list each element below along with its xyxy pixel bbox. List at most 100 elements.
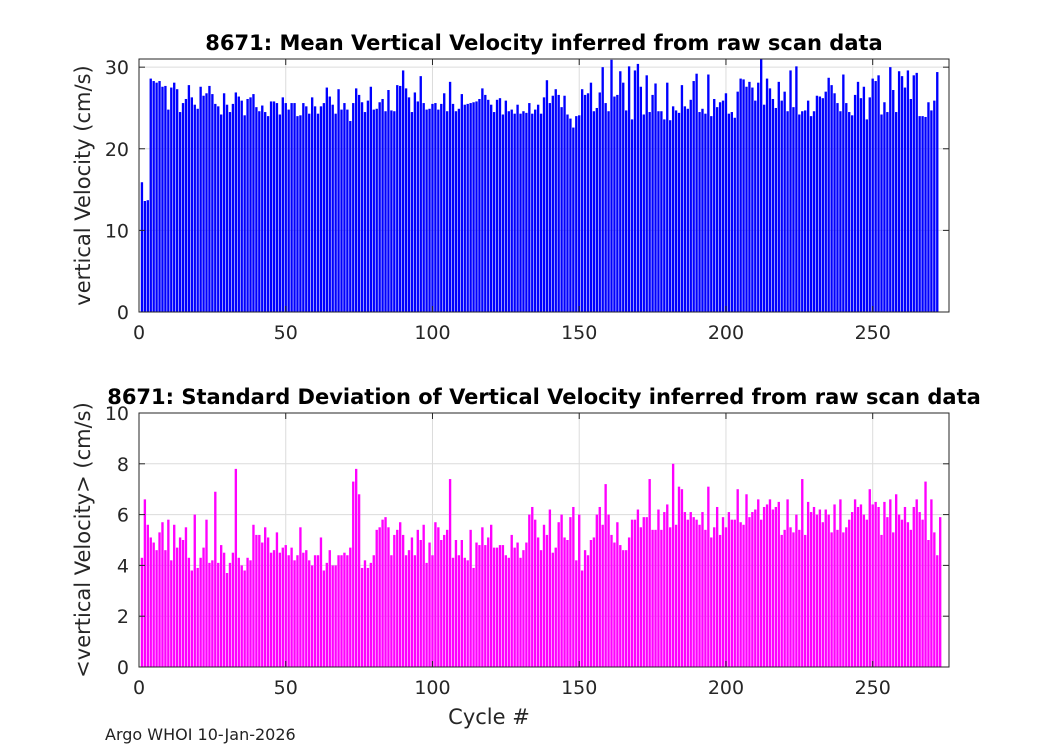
bar	[228, 112, 232, 312]
x-tick-label: 50	[274, 677, 298, 699]
bar	[927, 540, 930, 667]
bar	[278, 114, 282, 312]
bar	[595, 107, 598, 312]
bar	[384, 517, 387, 667]
bar	[918, 116, 921, 312]
x-tick-label: 200	[708, 677, 744, 699]
bar	[768, 88, 772, 312]
bar	[936, 72, 939, 312]
bar	[457, 108, 461, 312]
bar	[718, 534, 722, 667]
bar	[897, 71, 901, 313]
bar	[302, 552, 305, 667]
bar	[375, 529, 378, 667]
bar	[862, 86, 866, 312]
bar	[683, 106, 687, 312]
bar	[812, 506, 816, 667]
bar	[701, 512, 704, 667]
bar	[275, 532, 279, 667]
bar	[839, 111, 842, 312]
bar	[733, 519, 736, 667]
bar	[698, 524, 701, 667]
bar	[657, 509, 660, 667]
bar	[889, 499, 892, 667]
bar	[161, 522, 164, 667]
bar	[692, 517, 695, 667]
bar	[900, 519, 904, 667]
bar	[736, 91, 739, 313]
y-tick-label: 0	[117, 657, 129, 679]
bar	[466, 103, 469, 312]
axes-box	[138, 412, 950, 668]
bar	[246, 557, 249, 667]
bar	[472, 567, 475, 667]
bar	[806, 100, 810, 313]
bar	[448, 479, 452, 667]
bar	[399, 522, 402, 667]
bar	[469, 103, 472, 312]
bar	[765, 78, 769, 312]
bar	[742, 524, 745, 667]
bar	[302, 103, 305, 312]
footer-credit: Argo WHOI 10-Jan-2026	[105, 725, 296, 744]
bar	[164, 85, 167, 313]
bar	[883, 501, 886, 667]
bar	[261, 542, 264, 667]
bar	[715, 107, 719, 313]
bar	[933, 532, 936, 667]
y-tick-label: 10	[105, 220, 129, 242]
bar	[809, 512, 813, 667]
bar	[771, 98, 775, 313]
bar	[205, 93, 208, 312]
bar	[853, 499, 857, 667]
bar	[460, 94, 463, 312]
bar	[850, 115, 854, 312]
bar	[396, 529, 399, 667]
bar	[880, 534, 883, 667]
bar	[762, 506, 766, 667]
bar	[272, 550, 276, 667]
bar	[484, 94, 487, 312]
bar	[390, 555, 393, 667]
bar	[220, 114, 223, 312]
bar	[789, 527, 792, 667]
bar	[566, 540, 569, 667]
bar	[175, 89, 179, 312]
bar	[234, 468, 238, 667]
bar	[680, 489, 684, 667]
bar	[583, 94, 587, 312]
bar	[801, 479, 804, 667]
y-tick-label: 4	[117, 555, 129, 577]
bar	[625, 550, 628, 667]
bar	[490, 524, 493, 667]
x-tick-label: 250	[855, 677, 891, 699]
bar	[930, 499, 933, 667]
bar	[598, 506, 601, 667]
bar	[319, 106, 323, 312]
bar	[806, 501, 810, 667]
bar	[507, 111, 510, 312]
bar	[190, 570, 193, 667]
bar	[554, 89, 557, 312]
bar	[484, 545, 487, 667]
bar	[906, 522, 910, 667]
bar	[331, 104, 334, 312]
bar	[334, 113, 337, 313]
bar	[258, 111, 261, 312]
bar	[231, 103, 235, 312]
bar	[630, 519, 634, 667]
bar	[396, 85, 399, 313]
bar	[445, 111, 449, 312]
bar	[880, 114, 883, 312]
bar	[730, 519, 733, 667]
bar	[310, 565, 314, 667]
bar	[249, 560, 252, 667]
bar	[205, 519, 208, 667]
bar	[431, 103, 434, 312]
bar	[140, 557, 144, 667]
bar	[143, 499, 147, 667]
bar	[287, 555, 290, 667]
bar	[554, 547, 557, 667]
bar	[551, 95, 554, 312]
